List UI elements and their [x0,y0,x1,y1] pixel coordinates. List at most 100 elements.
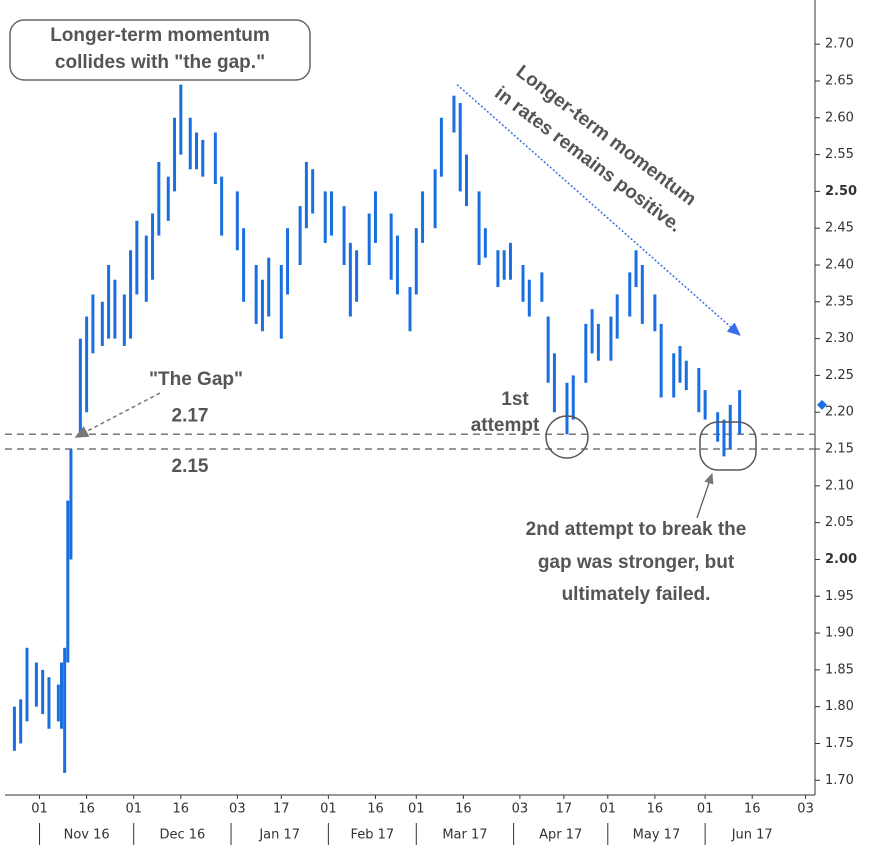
price-bar [235,191,239,251]
highlight-circle [699,421,757,471]
price-bar [173,117,177,192]
price-bar [414,228,418,295]
price-bar [640,265,644,324]
price-bar [395,235,399,295]
price-bar [342,206,346,265]
price-bar [634,250,638,288]
x-tick-label: 01 [697,802,714,817]
y-tick-label: 1.95 [825,589,854,604]
price-bar [408,287,412,332]
month-label: Feb 17 [350,828,394,843]
price-bar [465,154,469,207]
price-bar [41,669,45,715]
x-tick-label: 01 [408,802,425,817]
price-bar [590,309,594,354]
month-label: Dec 16 [159,828,205,843]
x-tick-label: 17 [556,802,573,817]
y-tick-label: 2.05 [825,515,854,530]
y-tick-label: 2.65 [825,73,854,88]
price-bar [659,323,663,398]
price-bar [260,279,264,332]
annotation-text: 2nd attempt to break the [526,519,747,540]
price-bar [179,84,183,155]
annotation-text: gap was stronger, but [538,552,735,573]
price-bar [355,250,359,302]
price-bar [66,500,70,663]
price-bar [254,265,258,324]
x-tick-label: 16 [744,802,761,817]
y-tick-label: 2.10 [825,478,854,493]
price-bar [78,338,82,435]
x-tick-label: 03 [512,802,529,817]
price-bar [151,213,155,280]
price-bar [508,242,512,280]
reference-label: 2.15 [172,456,209,477]
annotation-text: 1st [501,389,529,410]
price-bar [439,117,443,177]
price-bar [311,169,315,214]
month-label: Jun 17 [731,828,773,843]
month-label: Apr 17 [539,828,582,843]
annotation-text: "The Gap" [149,369,243,390]
price-bar [496,250,500,288]
x-tick-label: 01 [600,802,617,817]
annotation-text: Longer-term momentum [50,25,270,46]
gap-arrow [74,392,161,438]
x-tick-label: 16 [647,802,664,817]
y-tick-label: 2.25 [825,368,854,383]
price-bar [213,132,217,185]
trend-line [456,84,741,336]
reference-label: 2.17 [172,405,209,426]
y-tick-label: 1.75 [825,736,854,751]
price-bar [540,272,544,302]
price-bar [433,169,437,229]
month-label: Jan 17 [258,828,300,843]
price-bar [12,706,16,751]
price-bar [330,191,334,236]
x-tick-label: 03 [229,802,246,817]
price-bar [584,323,588,383]
price-bar [195,132,199,170]
price-bar [25,647,29,722]
price-bar [672,353,676,398]
annotation-text: ultimately failed. [562,584,711,605]
price-bar [100,301,104,346]
price-bar [722,419,726,457]
price-bar [653,294,657,332]
y-tick-label: 2.55 [825,147,854,162]
price-bar [458,103,462,192]
price-bar [19,699,23,744]
price-bar [738,390,742,435]
price-bar [113,279,117,339]
price-bar [107,265,111,339]
price-bar [304,161,308,229]
price-bar [367,213,371,265]
price-bar [60,662,64,729]
price-bar [298,206,302,265]
x-tick-label: 01 [125,802,142,817]
price-bar [596,323,600,361]
price-bar [91,294,95,354]
y-tick-label: 2.00 [825,552,857,567]
x-tick-label: 01 [320,802,337,817]
plot: 1.70 1.75 1.80 1.85 1.90 1.95 2.00 2.05 2.10 2.15… [5,0,857,845]
price-bar [56,684,60,722]
price-bar [122,294,126,346]
price-bar [135,220,139,295]
month-label: Mar 17 [442,828,487,843]
price-bar [609,316,613,361]
y-tick-label: 2.40 [825,258,854,273]
price-bar [242,228,246,302]
price-bar [34,662,38,707]
price-bar [279,265,283,339]
y-tick-label: 2.60 [825,110,854,125]
annotation-text: attempt [471,415,540,436]
price-bar [47,677,51,729]
attempt-arrow [696,472,714,519]
price-bar [157,161,161,236]
month-label: May 17 [633,828,681,843]
highlight-circle [545,415,589,459]
price-bar [286,228,290,295]
y-tick-label: 2.45 [825,221,854,236]
price-bar [63,647,67,773]
